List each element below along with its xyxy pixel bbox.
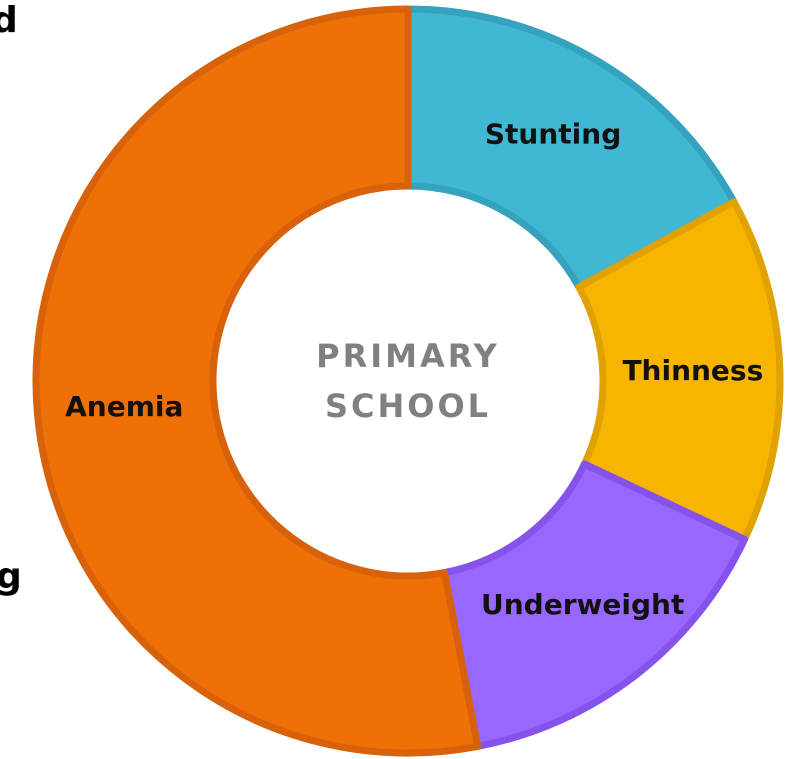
slice [32,5,482,757]
center-label: PRIMARY [316,337,500,375]
slice-label: Thinness [622,354,763,387]
slice [404,5,738,291]
slices [32,5,784,757]
slice [441,460,749,750]
slice-label: Anemia [65,390,183,423]
slice [575,198,784,543]
slice-label: Underweight [481,588,684,621]
slice-label: Stunting [485,118,621,151]
cropped-text: g [0,556,22,597]
cropped-text: d [0,0,18,41]
center-label: SCHOOL [325,387,491,425]
